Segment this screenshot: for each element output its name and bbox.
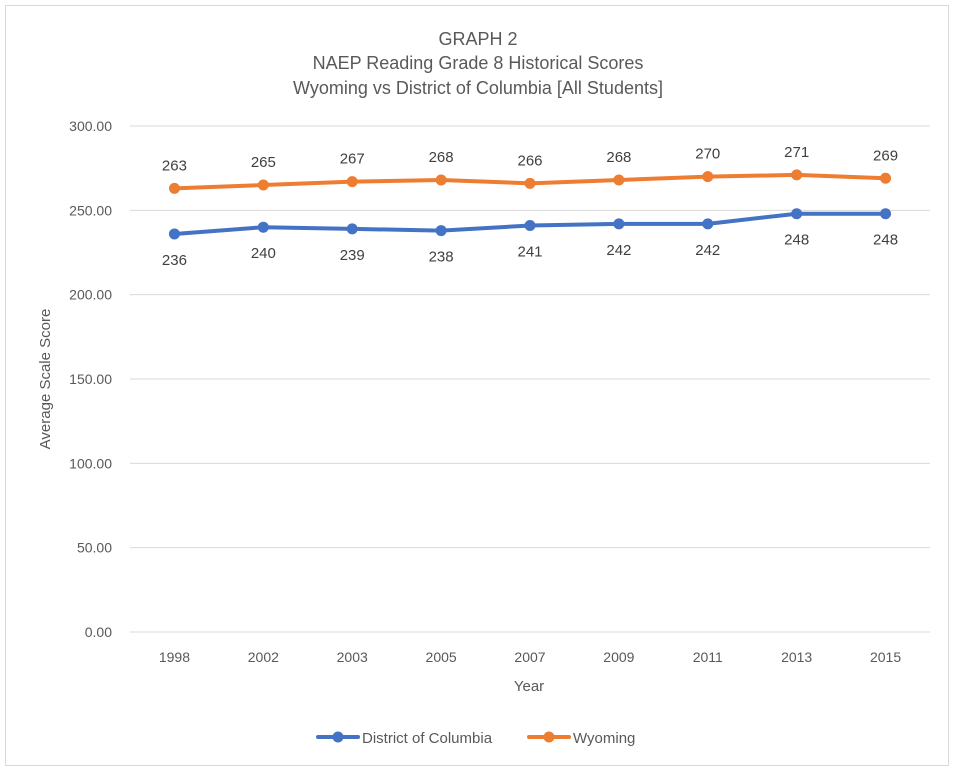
legend-label: Wyoming xyxy=(573,730,635,747)
data-label: 240 xyxy=(251,245,276,262)
x-tick-label: 1998 xyxy=(159,649,190,665)
data-point xyxy=(880,208,892,220)
data-point xyxy=(791,169,803,181)
data-point xyxy=(702,171,714,183)
data-point xyxy=(257,179,269,191)
legend: District of Columbia Wyoming xyxy=(316,730,635,747)
y-tick-label: 100.00 xyxy=(69,455,112,471)
data-label: 236 xyxy=(162,252,187,269)
data-label: 239 xyxy=(340,247,365,264)
x-tick-label: 2009 xyxy=(603,649,634,665)
data-label: 265 xyxy=(251,154,276,171)
data-point xyxy=(257,221,269,233)
series: 236 240 239 238 241 242 242 248 248 xyxy=(162,208,898,269)
x-axis-ticks: 1998 2002 2003 2005 2007 2009 2011 2013 2015 xyxy=(159,649,901,665)
data-point xyxy=(613,174,625,186)
legend-item: District of Columbia xyxy=(316,730,493,747)
data-label: 241 xyxy=(517,244,542,261)
data-point xyxy=(524,177,536,189)
chart-title-line-2: NAEP Reading Grade 8 Historical Scores xyxy=(313,53,644,73)
x-tick-label: 2007 xyxy=(514,649,545,665)
data-label: 267 xyxy=(340,151,365,168)
y-tick-label: 250.00 xyxy=(69,202,112,218)
data-point xyxy=(524,220,536,232)
data-label: 263 xyxy=(162,157,187,174)
y-tick-label: 300.00 xyxy=(69,118,112,134)
y-tick-label: 0.00 xyxy=(85,624,112,640)
y-axis-ticks: 0.00 50.00 100.00 150.00 200.00 250.00 300.00 xyxy=(69,118,112,640)
data-label: 271 xyxy=(784,144,809,161)
data-label: 242 xyxy=(695,242,720,259)
x-tick-label: 2003 xyxy=(337,649,368,665)
data-label: 242 xyxy=(606,242,631,259)
chart-title: GRAPH 2 NAEP Reading Grade 8 Historical … xyxy=(293,29,663,98)
chart-title-line-3: Wyoming vs District of Columbia [All Stu… xyxy=(293,78,663,98)
x-tick-label: 2011 xyxy=(693,649,723,665)
data-label: 248 xyxy=(784,232,809,249)
data-point xyxy=(346,223,358,235)
legend-marker xyxy=(543,731,555,743)
legend-marker xyxy=(332,731,344,743)
x-tick-label: 2005 xyxy=(426,649,457,665)
data-point xyxy=(346,176,358,188)
legend-label: District of Columbia xyxy=(362,730,493,747)
data-label: 270 xyxy=(695,146,720,163)
y-axis-label: Average Scale Score xyxy=(37,309,54,450)
data-point xyxy=(702,218,714,230)
data-point xyxy=(435,225,447,237)
data-point xyxy=(880,172,892,184)
y-tick-label: 200.00 xyxy=(69,287,112,303)
x-tick-label: 2002 xyxy=(248,649,279,665)
chart-title-line-1: GRAPH 2 xyxy=(438,29,517,49)
data-point xyxy=(791,208,803,220)
x-tick-label: 2015 xyxy=(870,649,901,665)
series: 263 265 267 268 266 268 270 271 269 xyxy=(162,144,898,194)
data-point xyxy=(435,174,447,186)
data-label: 269 xyxy=(873,147,898,164)
data-point xyxy=(613,218,625,230)
x-axis-label: Year xyxy=(514,678,544,695)
y-tick-label: 150.00 xyxy=(69,371,112,387)
x-tick-label: 2013 xyxy=(781,649,812,665)
gridlines xyxy=(130,125,930,633)
data-point xyxy=(168,182,180,194)
data-label: 248 xyxy=(873,232,898,249)
data-label: 268 xyxy=(606,149,631,166)
y-tick-label: 50.00 xyxy=(77,540,112,556)
data-label: 266 xyxy=(517,152,542,169)
legend-item: Wyoming xyxy=(527,730,635,747)
data-label: 268 xyxy=(429,149,454,166)
data-label: 238 xyxy=(429,249,454,266)
data-point xyxy=(168,228,180,240)
chart-frame xyxy=(5,5,949,766)
